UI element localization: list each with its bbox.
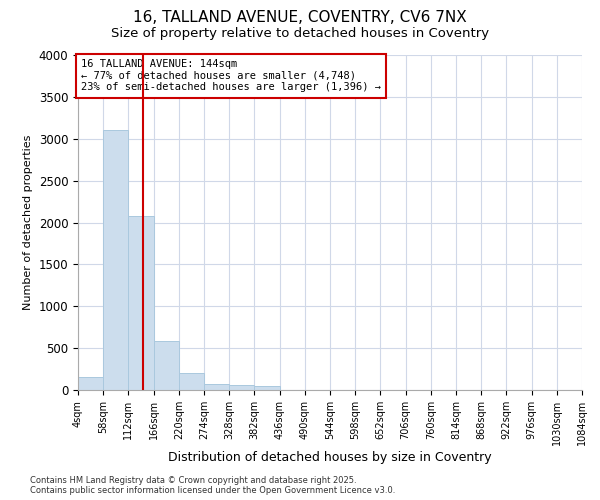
Text: Size of property relative to detached houses in Coventry: Size of property relative to detached ho… bbox=[111, 28, 489, 40]
Y-axis label: Number of detached properties: Number of detached properties bbox=[23, 135, 33, 310]
Text: 16, TALLAND AVENUE, COVENTRY, CV6 7NX: 16, TALLAND AVENUE, COVENTRY, CV6 7NX bbox=[133, 10, 467, 25]
X-axis label: Distribution of detached houses by size in Coventry: Distribution of detached houses by size … bbox=[168, 450, 492, 464]
Text: Contains HM Land Registry data © Crown copyright and database right 2025.
Contai: Contains HM Land Registry data © Crown c… bbox=[30, 476, 395, 495]
Bar bbox=[128, 216, 154, 390]
Text: 16 TALLAND AVENUE: 144sqm
← 77% of detached houses are smaller (4,748)
23% of se: 16 TALLAND AVENUE: 144sqm ← 77% of detac… bbox=[81, 59, 381, 92]
Bar bbox=[254, 386, 280, 390]
Bar bbox=[179, 373, 204, 390]
Bar bbox=[229, 385, 254, 390]
Bar bbox=[204, 384, 229, 390]
Bar bbox=[78, 378, 103, 390]
Bar bbox=[154, 342, 179, 390]
Bar bbox=[103, 130, 128, 390]
